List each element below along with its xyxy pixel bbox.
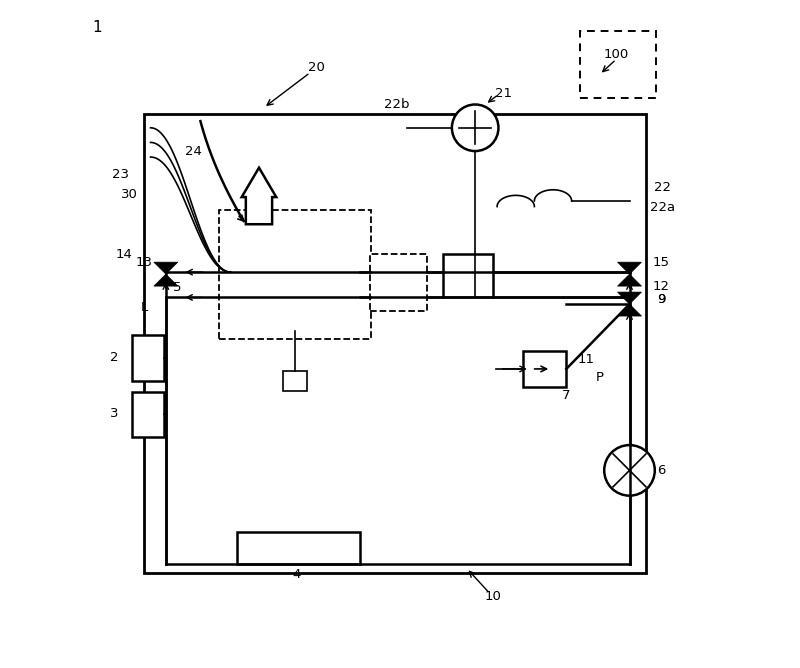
Text: 6: 6 bbox=[658, 464, 666, 477]
Bar bbox=[230, 228, 360, 284]
Text: 22a: 22a bbox=[650, 201, 675, 214]
Bar bbox=[132, 392, 164, 437]
Bar bbox=[580, 31, 656, 98]
Bar bbox=[443, 254, 493, 297]
Text: 1: 1 bbox=[93, 21, 102, 35]
Bar bbox=[523, 351, 566, 387]
Text: 22: 22 bbox=[654, 181, 671, 194]
Text: 9: 9 bbox=[658, 293, 666, 306]
Text: 2: 2 bbox=[110, 351, 118, 364]
Bar bbox=[370, 254, 426, 311]
Text: 3: 3 bbox=[110, 407, 118, 420]
Bar bbox=[144, 114, 646, 574]
Text: 14: 14 bbox=[115, 248, 132, 261]
Text: 22b: 22b bbox=[384, 98, 410, 111]
Bar bbox=[230, 287, 360, 331]
Text: 12: 12 bbox=[653, 280, 670, 293]
Polygon shape bbox=[242, 168, 276, 224]
Text: 24: 24 bbox=[186, 144, 202, 158]
Circle shape bbox=[604, 445, 654, 496]
Text: P: P bbox=[595, 371, 603, 383]
Bar bbox=[132, 335, 164, 381]
Text: 13: 13 bbox=[135, 256, 152, 269]
Text: 7: 7 bbox=[562, 389, 570, 401]
Text: 9: 9 bbox=[658, 293, 666, 306]
Text: 11: 11 bbox=[578, 353, 594, 366]
Circle shape bbox=[452, 104, 498, 151]
Text: 4: 4 bbox=[293, 568, 301, 581]
Text: 21: 21 bbox=[494, 87, 512, 100]
Polygon shape bbox=[618, 304, 642, 316]
Text: 30: 30 bbox=[121, 188, 138, 201]
Polygon shape bbox=[618, 274, 642, 286]
Text: 10: 10 bbox=[485, 591, 502, 603]
Text: 5: 5 bbox=[173, 281, 182, 294]
Text: 15: 15 bbox=[653, 256, 670, 269]
Bar bbox=[237, 532, 360, 564]
Polygon shape bbox=[618, 262, 642, 274]
Bar bbox=[219, 210, 370, 339]
Polygon shape bbox=[154, 274, 178, 286]
Text: L: L bbox=[140, 301, 147, 314]
Text: 23: 23 bbox=[112, 168, 129, 181]
Polygon shape bbox=[618, 292, 642, 304]
Text: 100: 100 bbox=[603, 48, 629, 61]
Bar bbox=[283, 371, 307, 391]
Polygon shape bbox=[154, 262, 178, 274]
Text: 20: 20 bbox=[309, 61, 326, 74]
